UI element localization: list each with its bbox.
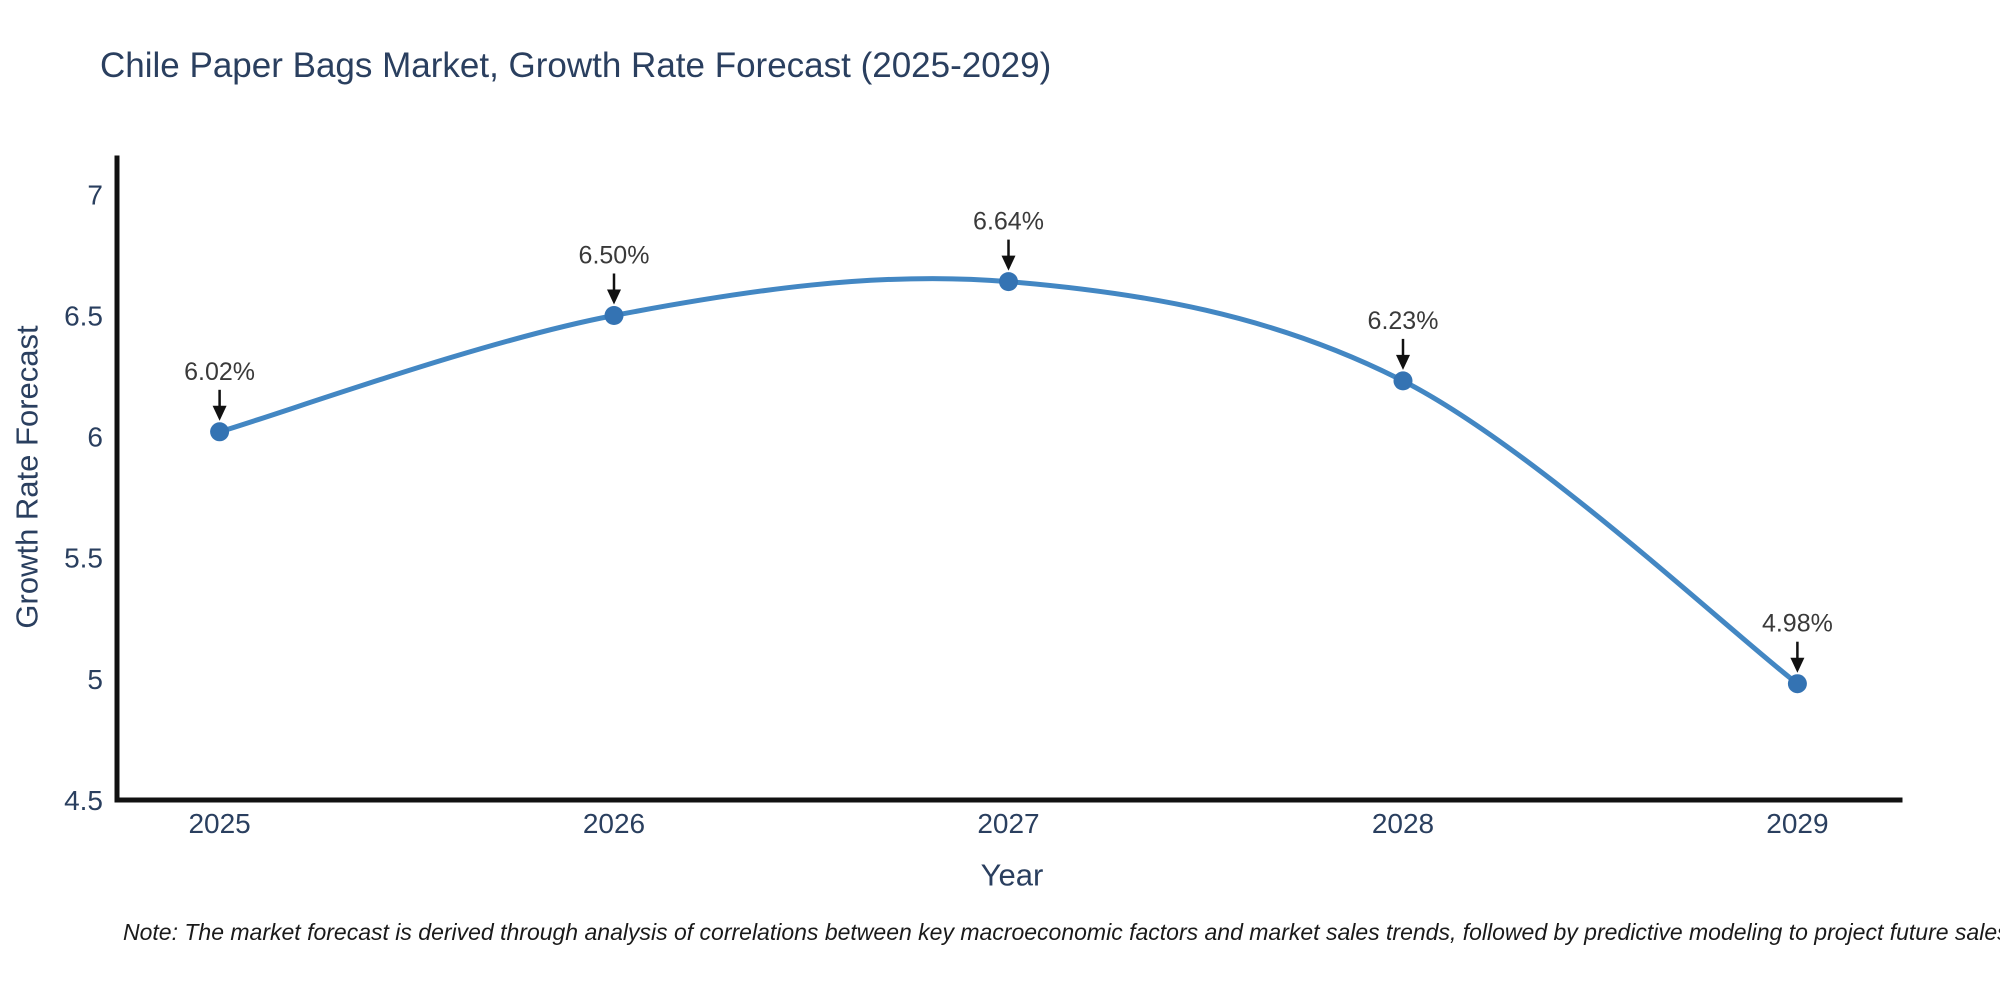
x-tick-label: 2027 <box>977 808 1039 839</box>
annotation-arrowhead <box>1001 255 1016 271</box>
x-tick-label: 2025 <box>188 808 250 839</box>
annotation-arrowhead <box>1396 354 1410 370</box>
point-label: 6.23% <box>1368 307 1439 335</box>
x-tick-label: 2029 <box>1766 808 1828 839</box>
data-point[interactable] <box>604 306 624 325</box>
point-label: 6.64% <box>973 208 1044 236</box>
data-point[interactable] <box>999 272 1018 292</box>
x-tick-label: 2028 <box>1372 808 1434 839</box>
point-label: 6.50% <box>579 242 650 270</box>
trend-line <box>217 276 1800 687</box>
footnote: Note: The market forecast is derived thr… <box>123 919 2000 945</box>
y-tick-label: 4.5 <box>64 785 103 816</box>
data-point[interactable] <box>1393 371 1413 391</box>
chart-title: Chile Paper Bags Market, Growth Rate For… <box>100 46 1052 85</box>
point-label: 6.02% <box>184 358 255 386</box>
y-tick-label: 5.5 <box>64 543 103 574</box>
annotation-arrowhead <box>1790 657 1805 673</box>
annotation-arrowhead <box>607 289 621 305</box>
y-tick-label: 7 <box>87 179 103 210</box>
y-tick-label: 5 <box>87 664 103 695</box>
axis-spines <box>114 155 1903 803</box>
data-point[interactable] <box>1787 674 1807 694</box>
annotation-arrowhead <box>212 405 227 421</box>
x-tick-label: 2026 <box>583 808 645 839</box>
y-tick-label: 6.5 <box>64 301 103 332</box>
point-label: 4.98% <box>1762 610 1833 638</box>
x-axis-title: Year <box>980 857 1044 893</box>
y-tick-label: 6 <box>87 422 103 453</box>
data-point[interactable] <box>210 422 230 442</box>
